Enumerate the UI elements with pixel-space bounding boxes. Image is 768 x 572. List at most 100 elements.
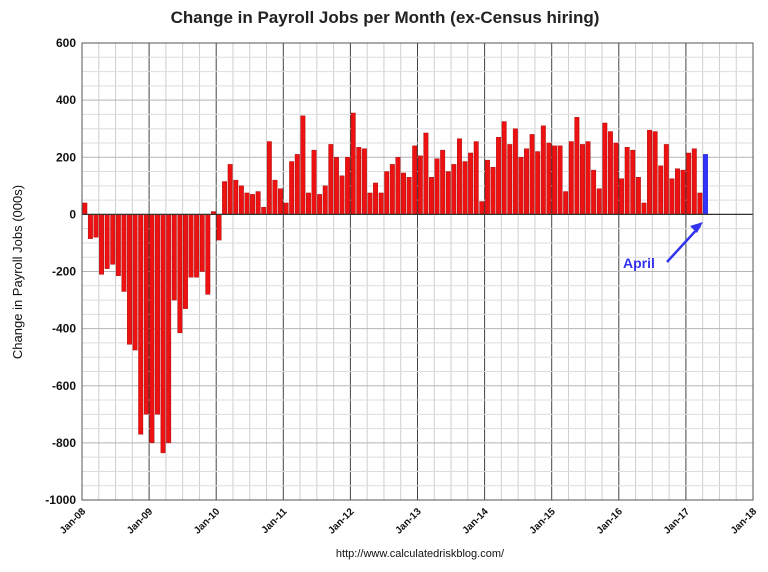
bar-month [266, 141, 272, 215]
annotation-arrowhead [690, 222, 703, 233]
bar-month [557, 145, 563, 215]
y-tick-label: 600 [56, 36, 76, 50]
x-tick-label: Jan-08 [58, 506, 88, 536]
bar-month [160, 214, 166, 454]
bar-month [574, 117, 580, 215]
bar-month [507, 144, 513, 215]
bar-month [484, 159, 490, 215]
bar-month [468, 152, 474, 215]
bar-month [630, 149, 636, 215]
bar-month [389, 164, 395, 215]
bar-month [675, 168, 680, 215]
bar-month [602, 122, 608, 215]
bar-month [462, 161, 468, 215]
bar-month [222, 181, 228, 215]
y-axis-label: Change in Payroll Jobs (000s) [10, 185, 25, 359]
bar-month [87, 214, 93, 239]
bar-month [361, 148, 367, 215]
gridlines [81, 42, 754, 501]
bar-month [596, 188, 602, 215]
bar-month [658, 165, 664, 215]
bar-month [283, 202, 289, 215]
bar-month [115, 214, 121, 276]
bar-month [110, 214, 116, 265]
bar-month [350, 112, 356, 215]
bar-month [104, 214, 110, 269]
bar-month [680, 169, 686, 215]
source-url: http://www.calculatedriskblog.com/ [336, 548, 505, 560]
bar-month [333, 157, 339, 215]
bar-month [406, 177, 412, 215]
bar-month [99, 214, 105, 275]
bar-month [473, 141, 479, 215]
bar-month [619, 178, 625, 215]
bar-month [272, 179, 278, 215]
bar-month [306, 192, 311, 215]
bar-month [440, 149, 446, 215]
bar-month [552, 145, 557, 215]
bar-month [166, 214, 172, 444]
bar-month [401, 172, 406, 215]
bar-month [535, 151, 541, 215]
x-tick-label: Jan-15 [528, 506, 558, 536]
annotation-arrow [666, 225, 701, 263]
bar-month [300, 115, 306, 215]
bar-month [289, 161, 295, 215]
bar-month [339, 175, 345, 215]
y-tick-label: -200 [52, 265, 76, 279]
bar-month [546, 142, 552, 215]
bar-month [322, 185, 328, 215]
bar-month [278, 188, 283, 215]
bar-month [188, 214, 194, 278]
x-tick-label: Jan-10 [192, 506, 222, 536]
bar-month [250, 194, 255, 215]
bar-month [132, 214, 138, 351]
bar-month [216, 214, 222, 241]
bar-month [317, 194, 323, 215]
bar-month [227, 164, 233, 215]
annotation-group: April [623, 222, 703, 271]
axes [81, 42, 754, 501]
bar-month [171, 214, 177, 301]
y-tick-label: -1000 [45, 493, 76, 507]
bar-month [697, 192, 703, 215]
bar-month [652, 131, 658, 215]
y-tick-label: -400 [52, 322, 76, 336]
bar-month [663, 144, 669, 215]
bar-month [423, 132, 429, 215]
bar-month [591, 169, 597, 215]
bar-month [121, 214, 127, 292]
bar-month [205, 214, 211, 295]
bar-month [580, 144, 585, 215]
bar-month [451, 164, 457, 215]
y-tick-label: 400 [56, 93, 76, 107]
bar-month [669, 178, 675, 215]
bar-month [356, 147, 362, 215]
bar-month [384, 171, 390, 215]
bar-month [434, 158, 440, 215]
bar-month [294, 154, 300, 215]
bar-month [417, 155, 423, 215]
y-tick-labels: 600 400 200 0 -200 -400 -600 -800 -1000 [45, 36, 76, 507]
bar-month [194, 214, 200, 278]
bar-month [624, 147, 630, 215]
bar-month [479, 201, 485, 215]
y-tick-label: 0 [69, 207, 76, 221]
bar-month [501, 121, 507, 215]
bar-month [138, 214, 144, 435]
bar-month [540, 125, 546, 215]
bar-month [445, 171, 451, 215]
bar-month [373, 182, 378, 215]
x-tick-label: Jan-14 [461, 506, 491, 536]
bar-month [93, 214, 99, 238]
bar-month [496, 137, 502, 215]
bar-month [261, 207, 267, 215]
bars [82, 112, 708, 454]
bar-month [429, 177, 434, 215]
bar-month [412, 145, 418, 215]
bar-month [641, 202, 647, 215]
bar-month [686, 152, 692, 215]
bar-latest-month [703, 154, 708, 215]
bar-month [155, 214, 160, 415]
bar-month [82, 202, 88, 215]
